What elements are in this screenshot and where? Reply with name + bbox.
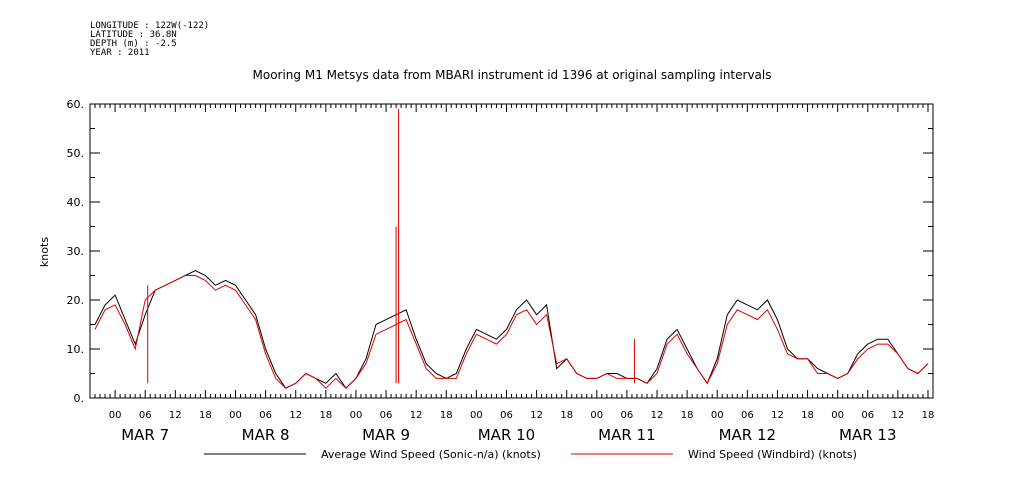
x-hour-label: 18 [319,410,332,421]
x-hour-label: 00 [109,410,122,421]
x-hour-label: 06 [500,410,513,421]
x-hour-label: 18 [440,410,453,421]
x-hour-label: 06 [380,410,393,421]
legend-label-windbird: Wind Speed (Windbird) (knots) [688,448,857,461]
x-hour-label: 00 [711,410,724,421]
x-hour-label: 18 [922,410,935,421]
x-hour-label: 06 [741,410,754,421]
series-line-windbird [94,275,929,389]
legend: Average Wind Speed (Sonic-n/a) (knots) W… [204,448,857,461]
y-tick-label: 50. [67,147,85,160]
x-hour-label: 12 [771,410,784,421]
x-day-label: MAR 7 [121,426,169,444]
x-day-label: MAR 10 [478,426,535,444]
y-tick-label: 0. [74,392,85,405]
x-hour-label: 18 [560,410,573,421]
x-day-label: MAR 12 [719,426,776,444]
depth-label: DEPTH (m) : -2.5 [90,39,177,49]
y-axis-label: knots [38,237,51,267]
x-hour-label: 06 [621,410,634,421]
x-hour-label: 12 [892,410,905,421]
x-hour-label: 18 [801,410,814,421]
x-hour-label: 00 [470,410,483,421]
legend-label-average-wind: Average Wind Speed (Sonic-n/a) (knots) [321,448,541,461]
longitude-label: LONGITUDE : 122W(-122) [90,21,210,31]
x-day-label: MAR 13 [839,426,896,444]
x-hour-label: 12 [289,410,302,421]
y-tick-label: 30. [67,245,85,258]
x-hour-label: 00 [350,410,363,421]
x-day-label: MAR 11 [598,426,655,444]
y-tick-label: 10. [67,343,85,356]
latitude-label: LATITUDE : 36.8N [90,30,177,40]
plot-frame [89,103,934,399]
x-hour-label: 06 [259,410,272,421]
x-day-label: MAR 9 [362,426,410,444]
y-axis: 0. 10. 20. 30. 40. 50. 60. [67,98,933,405]
year-label: YEAR : 2011 [90,48,150,58]
chart-title: Mooring M1 Metsys data from MBARI instru… [253,68,772,82]
x-hour-label: 00 [590,410,603,421]
x-hour-label: 18 [681,410,694,421]
y-tick-label: 60. [67,98,85,111]
y-tick-label: 40. [67,196,85,209]
series-line-average-wind [94,270,929,389]
x-hour-label: 06 [139,410,152,421]
x-hour-label: 12 [530,410,543,421]
series-layer [94,108,929,389]
x-hour-label: 12 [169,410,182,421]
x-hour-label: 00 [831,410,844,421]
x-hour-label: 18 [199,410,212,421]
x-axis: 00 06 12 18 00 06 12 18 00 06 12 18 00 06 12 18 00 06 12 18… [94,104,935,444]
x-hour-label: 12 [410,410,423,421]
x-hour-label: 00 [229,410,242,421]
x-day-label: MAR 8 [242,426,290,444]
y-tick-label: 20. [67,294,85,307]
x-hour-label: 06 [861,410,874,421]
x-hour-label: 12 [651,410,664,421]
